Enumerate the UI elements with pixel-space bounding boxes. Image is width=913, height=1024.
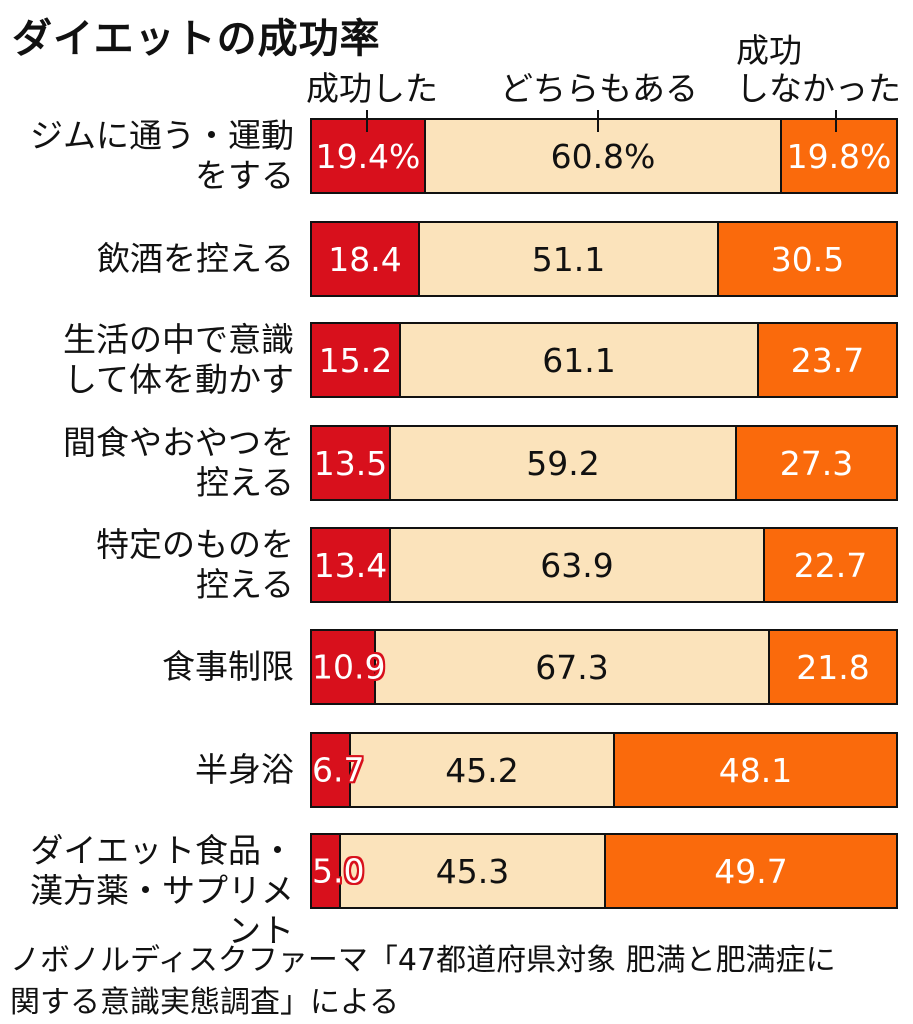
legend-label-success: 成功した — [306, 69, 438, 108]
bar-segment-both: 61.1 — [399, 322, 759, 398]
data-label-both: 59.2 — [526, 443, 600, 483]
bar-segment-both: 45.2 — [349, 732, 615, 808]
data-label-both: 45.3 — [435, 851, 510, 891]
bar-segment-success: 15.2 — [310, 322, 399, 398]
category-label: 半身浴 — [195, 750, 294, 789]
data-label-fail: 19.8% — [786, 136, 892, 176]
bar-segment-success: 13.4 — [310, 527, 389, 603]
bar-segment-success: 19.4% — [310, 118, 424, 194]
data-label-success: 19.4% — [315, 136, 421, 176]
category-label: 生活の中で意識 して体を動かす — [63, 320, 294, 399]
source-note: ノボノルディスクファーマ「47都道府県対象 肥満と肥満症に 関する意識実態調査」… — [10, 943, 836, 1020]
bar-segment-fail: 22.7 — [765, 527, 898, 603]
data-label-fail: 49.7 — [714, 851, 788, 891]
data-label-success: 5.0 — [312, 851, 365, 891]
data-label-both: 51.1 — [531, 239, 606, 279]
chart-title: ダイエットの成功率 — [12, 16, 381, 62]
category-label: 食事制限 — [162, 647, 294, 686]
bar-segment-success: 10.9 — [310, 629, 385, 705]
bar-segment-fail: 21.8 — [770, 629, 898, 705]
legend-label-both: どちらもある — [500, 69, 698, 108]
data-label-both: 45.2 — [445, 750, 519, 790]
bar-segment-fail: 49.7 — [606, 833, 898, 909]
data-label-success: 6.7 — [312, 750, 365, 790]
data-label-fail: 27.3 — [779, 443, 854, 483]
data-label-success: 15.2 — [318, 340, 393, 380]
bar-segment-fail: 30.5 — [719, 221, 898, 297]
bar-segment-both: 45.3 — [339, 833, 606, 909]
bar-segment-success: 18.4 — [310, 221, 418, 297]
data-label-both: 63.9 — [540, 545, 614, 585]
data-label-success: 13.4 — [313, 545, 388, 585]
data-label-fail: 48.1 — [718, 750, 793, 790]
bar-segment-fail: 23.7 — [759, 322, 898, 398]
data-label-success: 13.5 — [313, 443, 388, 483]
bar-segment-both: 59.2 — [389, 425, 737, 501]
bar-segment-both: 51.1 — [418, 221, 719, 297]
category-label: 特定のものを 控える — [96, 525, 294, 604]
data-label-success: 18.4 — [328, 239, 402, 279]
bar-segment-success: 13.5 — [310, 425, 389, 501]
data-label-success: 10.9 — [312, 647, 386, 687]
bar-segment-both: 63.9 — [389, 527, 765, 603]
data-label-fail: 23.7 — [790, 340, 865, 380]
bar-segment-fail: 27.3 — [737, 425, 898, 501]
bar-segment-success: 6.7 — [310, 732, 364, 808]
category-label: 飲酒を控える — [96, 239, 294, 278]
bar-segment-fail: 48.1 — [615, 732, 898, 808]
bar-segment-success: 5.0 — [310, 833, 364, 909]
legend-label-fail: 成功 しなかった — [736, 31, 901, 108]
category-label: ダイエット食品・ 漢方薬・サプリメント — [30, 831, 294, 950]
data-label-both: 67.3 — [535, 647, 609, 687]
data-label-both: 61.1 — [542, 340, 616, 380]
category-label: 間食やおやつを 控える — [63, 423, 294, 502]
data-label-fail: 30.5 — [770, 239, 845, 279]
category-label: ジムに通う・運動 をする — [30, 116, 294, 195]
bar-segment-fail: 19.8% — [782, 118, 898, 194]
data-label-both: 60.8% — [550, 136, 656, 176]
data-label-fail: 21.8 — [796, 647, 870, 687]
data-label-fail: 22.7 — [793, 545, 868, 585]
bar-segment-both: 67.3 — [374, 629, 770, 705]
bar-segment-both: 60.8% — [424, 118, 782, 194]
